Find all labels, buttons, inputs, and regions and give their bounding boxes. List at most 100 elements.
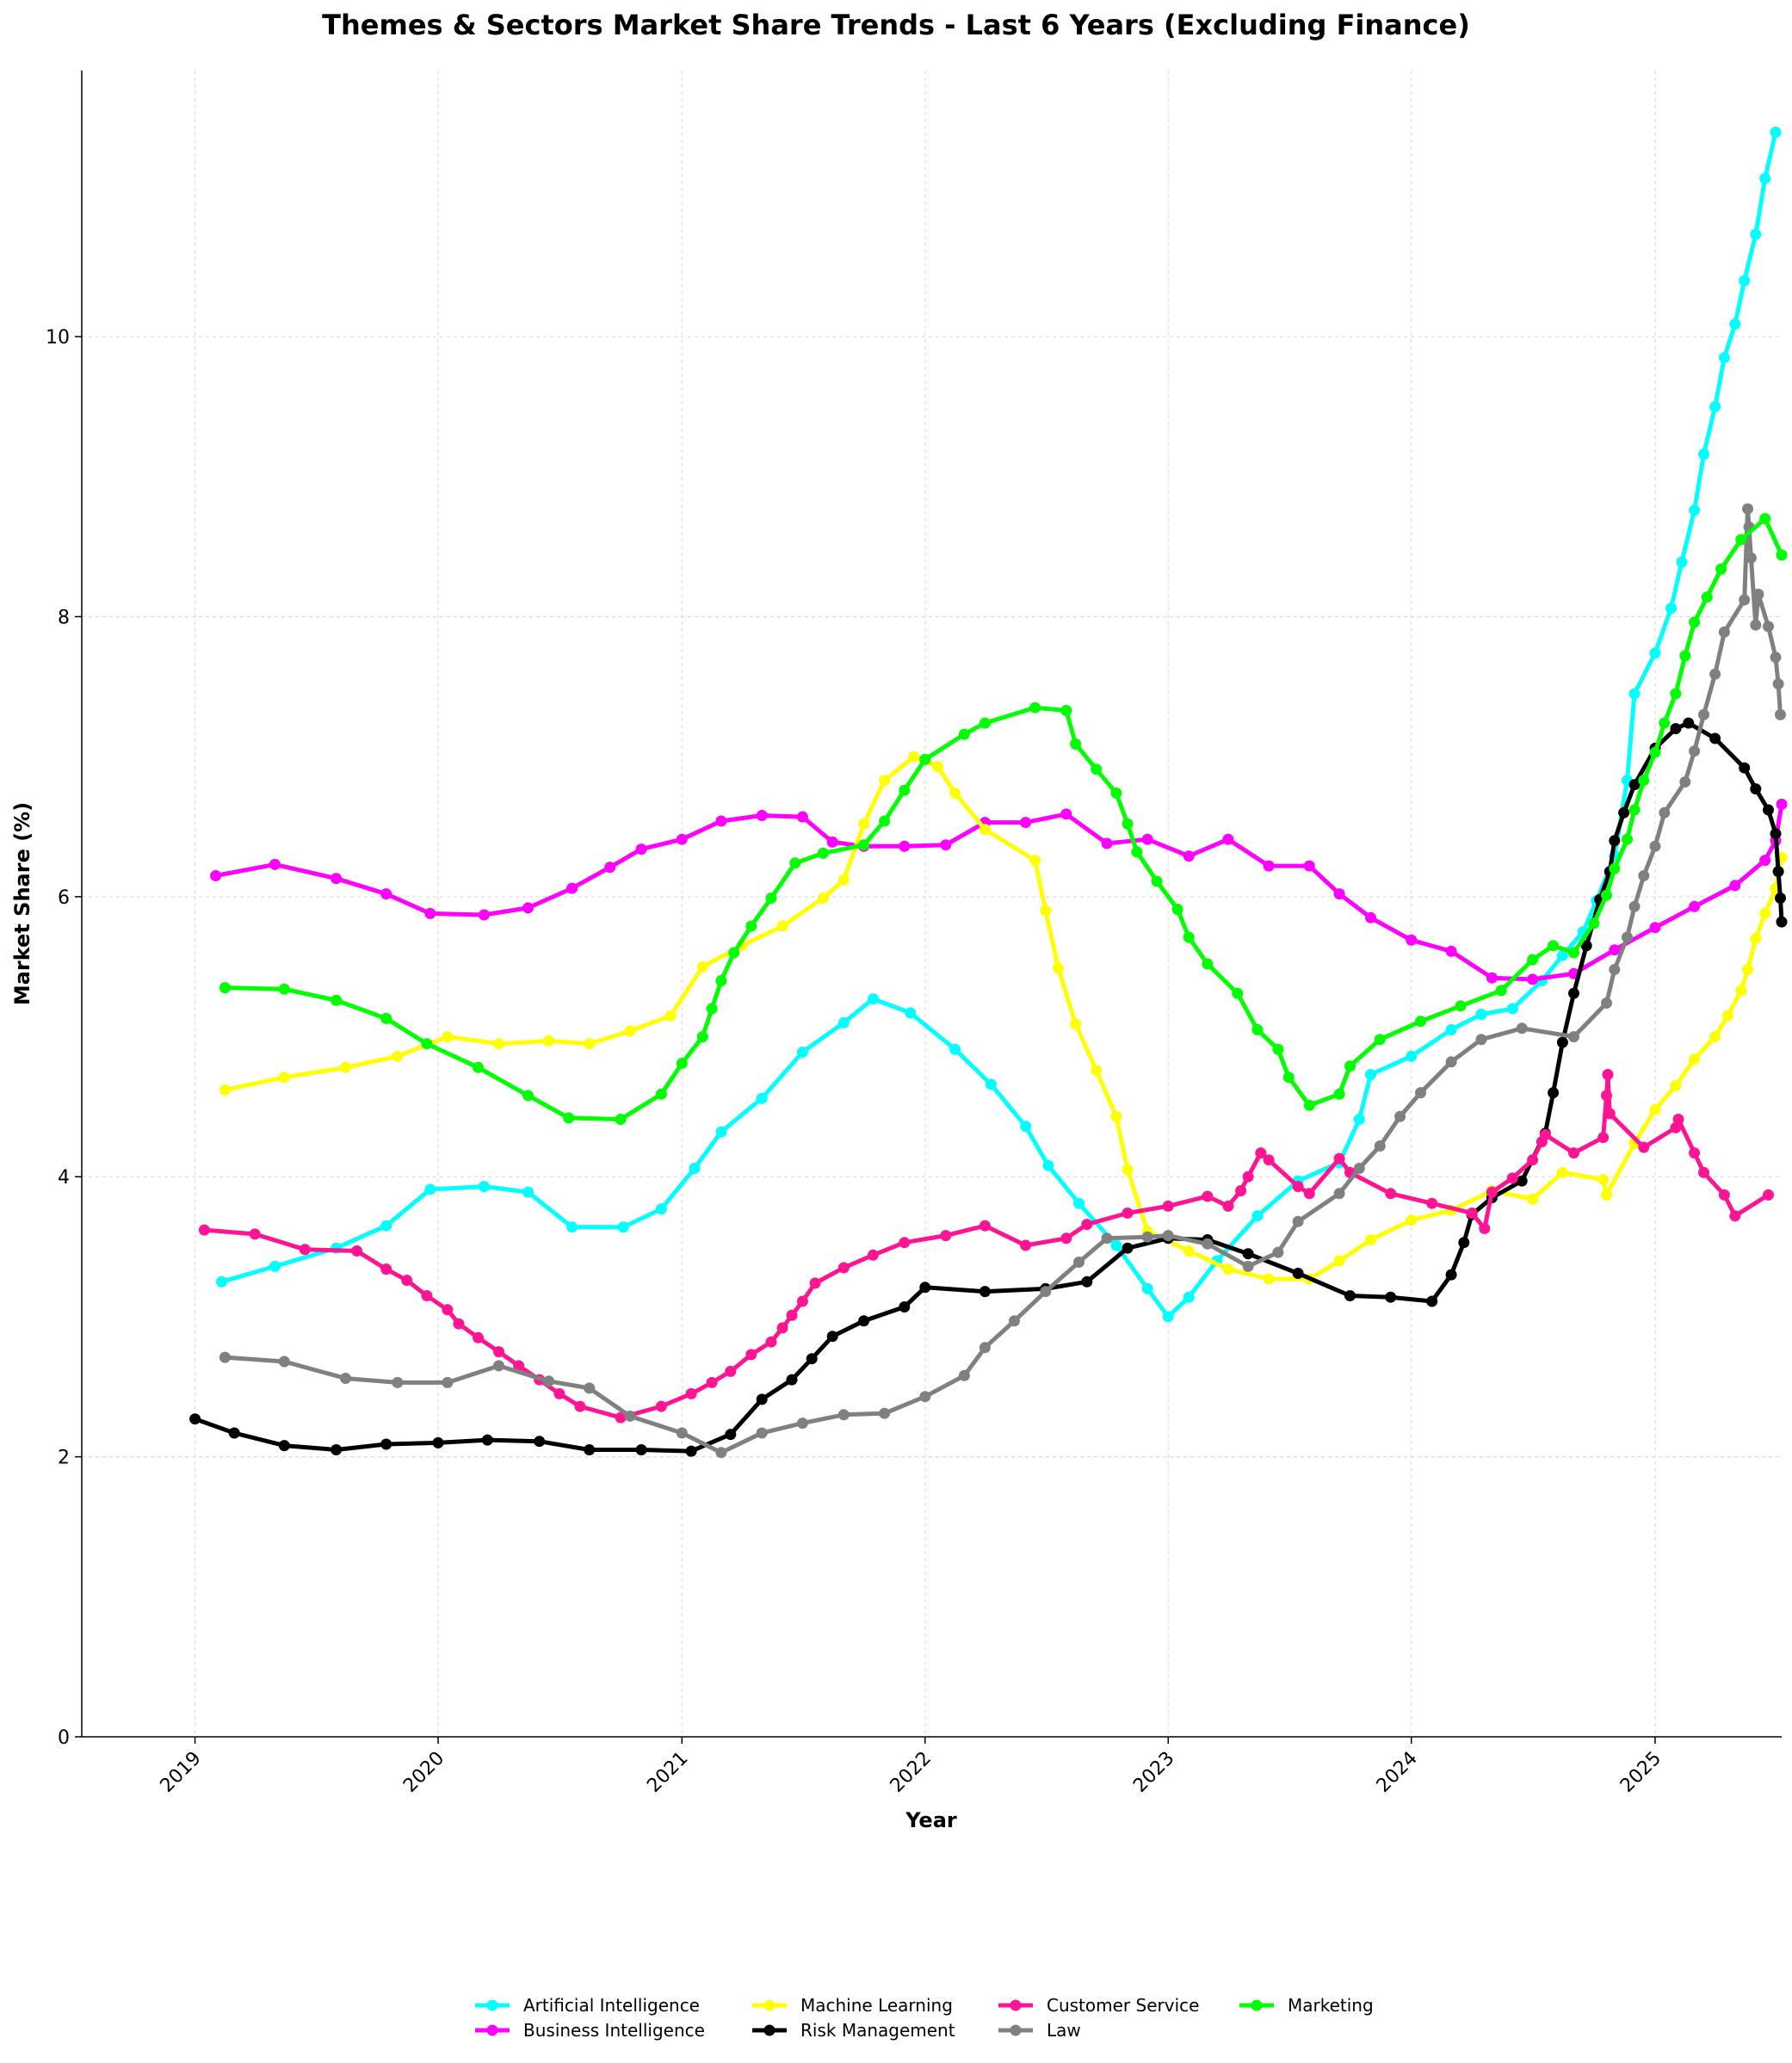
data-point-customer-service [1568,1147,1579,1159]
data-point-machine-learning [1333,1255,1345,1267]
data-point-customer-service [1763,1189,1774,1201]
data-point-business-intelligence [269,858,281,870]
legend-label: Law [1047,2020,1081,2041]
data-point-business-intelligence [1689,900,1701,912]
data-point-marketing [219,982,231,994]
data-point-risk-management [1516,1175,1528,1187]
data-point-marketing [817,847,829,859]
data-point-marketing [879,815,891,827]
data-point-customer-service [745,1349,757,1361]
data-point-artificial-intelligence [1141,1282,1153,1294]
data-point-customer-service [1718,1189,1730,1201]
data-point-law [1770,652,1782,664]
data-point-marketing [958,728,970,740]
data-point-risk-management [1683,717,1695,729]
data-point-risk-management [1609,835,1621,847]
data-point-law [1679,776,1691,788]
data-point-marketing [1759,513,1771,525]
data-point-customer-service [351,1245,363,1257]
data-point-marketing [745,920,757,932]
data-point-marketing [331,994,343,1006]
data-point-artificial-intelligence [1729,318,1741,330]
chart-title: Themes & Sectors Market Share Trends - L… [322,9,1470,41]
data-point-marketing [1344,1060,1356,1072]
legend-label: Artificial Intelligence [523,1995,700,2016]
data-point-artificial-intelligence [1556,949,1568,961]
data-point-marketing [1628,804,1641,816]
data-point-artificial-intelligence [1445,1023,1457,1035]
data-point-artificial-intelligence [1709,401,1721,412]
data-point-law [219,1351,231,1363]
legend-label: Machine Learning [800,1995,953,2016]
axes [81,71,1782,1738]
data-point-customer-service [706,1376,718,1388]
data-point-customer-service [1486,1186,1498,1198]
data-point-machine-learning [1365,1234,1376,1245]
data-point-artificial-intelligence [1365,1069,1376,1080]
data-point-customer-service [574,1400,586,1412]
data-point-business-intelligence [1776,799,1788,810]
data-point-marketing [1735,534,1747,546]
data-point-artificial-intelligence [905,1007,917,1019]
data-point-law [676,1427,688,1439]
data-point-customer-service [453,1318,465,1330]
data-point-customer-service [249,1228,261,1240]
data-point-business-intelligence [1333,888,1345,900]
data-point-marketing [728,947,740,959]
data-point-customer-service [786,1309,798,1321]
data-point-marketing [1659,717,1671,729]
data-point-law [796,1418,808,1430]
data-point-machine-learning [1183,1245,1195,1257]
data-point-customer-service [1263,1154,1275,1166]
data-point-law [1775,708,1786,720]
data-point-law [1742,503,1753,515]
data-point-risk-management [1772,866,1784,878]
data-point-machine-learning [979,824,991,836]
data-point-marketing [380,1012,392,1024]
y-tick-label: 0 [58,1727,70,1749]
legend-swatch-marker [486,1999,498,2011]
data-point-business-intelligence [1365,911,1376,923]
data-point-artificial-intelligence [1110,1239,1122,1251]
legend-swatch-marker [763,1999,776,2011]
data-point-artificial-intelligence [1665,602,1677,615]
data-point-customer-service [1292,1181,1304,1193]
data-point-machine-learning [1556,1166,1568,1178]
data-point-customer-service [1689,1147,1701,1159]
data-point-risk-management [1709,732,1721,744]
data-point-risk-management [1776,916,1788,928]
data-point-risk-management [1580,940,1592,952]
data-point-customer-service [1670,1121,1682,1133]
data-point-machine-learning [584,1038,596,1050]
series-line-marketing [222,516,1784,1121]
data-point-law [919,1391,931,1403]
data-point-machine-learning [1597,1174,1610,1185]
data-point-law [1040,1286,1052,1298]
data-point-marketing [696,1031,708,1043]
data-point-marketing [473,1061,484,1073]
legend-item-artificial-intelligence: Artificial Intelligence [475,1995,700,2016]
data-point-machine-learning [776,920,788,932]
data-point-machine-learning [1053,962,1064,974]
data-point-law [1242,1260,1254,1272]
data-point-law [1622,931,1633,943]
data-point-artificial-intelligence [1251,1210,1264,1222]
data-point-law [493,1360,504,1372]
data-point-marketing [1251,1023,1264,1035]
data-point-machine-learning [1735,985,1747,997]
data-point-customer-service [837,1262,850,1274]
data-point-law [1101,1232,1113,1245]
data-point-law [1394,1110,1406,1122]
data-point-law [1628,900,1641,912]
data-point-law [1609,964,1621,975]
data-point-customer-service [513,1360,525,1372]
data-point-artificial-intelligence [1506,1003,1518,1015]
data-point-business-intelligence [1303,860,1315,872]
legend-label: Risk Management [800,2020,955,2041]
data-point-marketing [1527,954,1539,966]
data-point-risk-management [1739,762,1751,774]
data-point-artificial-intelligence [655,1203,667,1215]
data-point-artificial-intelligence [1406,1050,1418,1062]
data-point-customer-service [940,1230,952,1242]
data-point-law [1162,1230,1174,1242]
